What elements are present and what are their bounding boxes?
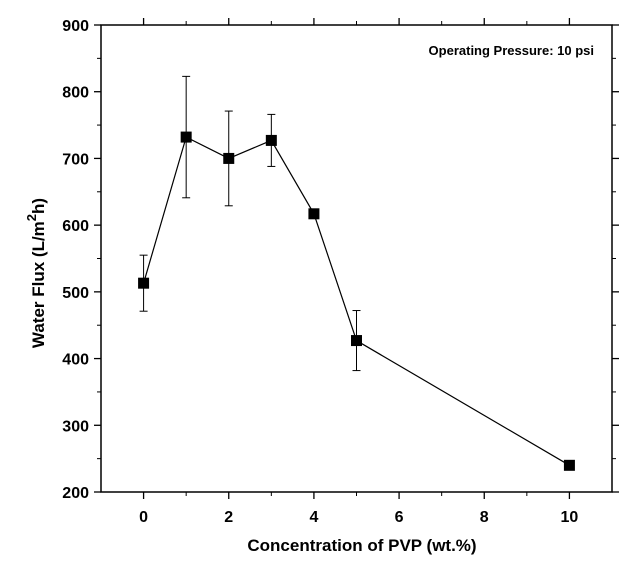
y-tick-label: 900 (62, 18, 89, 35)
y-tick-label: 300 (62, 418, 89, 435)
y-tick-label: 500 (62, 285, 89, 302)
data-point (351, 335, 362, 347)
x-tick-label: 2 (224, 509, 233, 526)
y-axis-title-superscript: 2 (24, 214, 39, 221)
y-axis-title-main: Water Flux (L/m (29, 221, 48, 348)
y-axis-title-end: h) (29, 198, 48, 214)
x-axis-title: Concentration of PVP (wt.%) (247, 536, 476, 555)
x-tick-label: 10 (561, 509, 579, 526)
y-tick-label: 800 (62, 85, 89, 102)
chart-annotation: Operating Pressure: 10 psi (429, 43, 594, 58)
y-tick-label: 200 (62, 485, 89, 502)
x-tick-label: 0 (139, 509, 148, 526)
plot-frame (100, 24, 613, 493)
y-axis-title: Water Flux (L/m2h) (24, 198, 48, 348)
axes-layer: 0 2 4 6 8 10 200 300 400 500 600 700 800 900 (62, 18, 619, 526)
x-tick-label: 4 (309, 509, 318, 526)
y-tick-label: 400 (62, 352, 89, 369)
data-point (563, 459, 575, 471)
series-line (143, 136, 570, 466)
x-tick-label: 8 (480, 509, 489, 526)
x-tick-label: 6 (395, 509, 404, 526)
data-point (180, 131, 192, 143)
y-tick-label: 700 (62, 151, 89, 168)
data-point (138, 277, 150, 289)
marks-layer (138, 75, 575, 471)
y-tick-label: 600 (62, 218, 89, 235)
data-point (265, 134, 277, 146)
data-point (223, 152, 235, 164)
data-point (308, 208, 320, 220)
